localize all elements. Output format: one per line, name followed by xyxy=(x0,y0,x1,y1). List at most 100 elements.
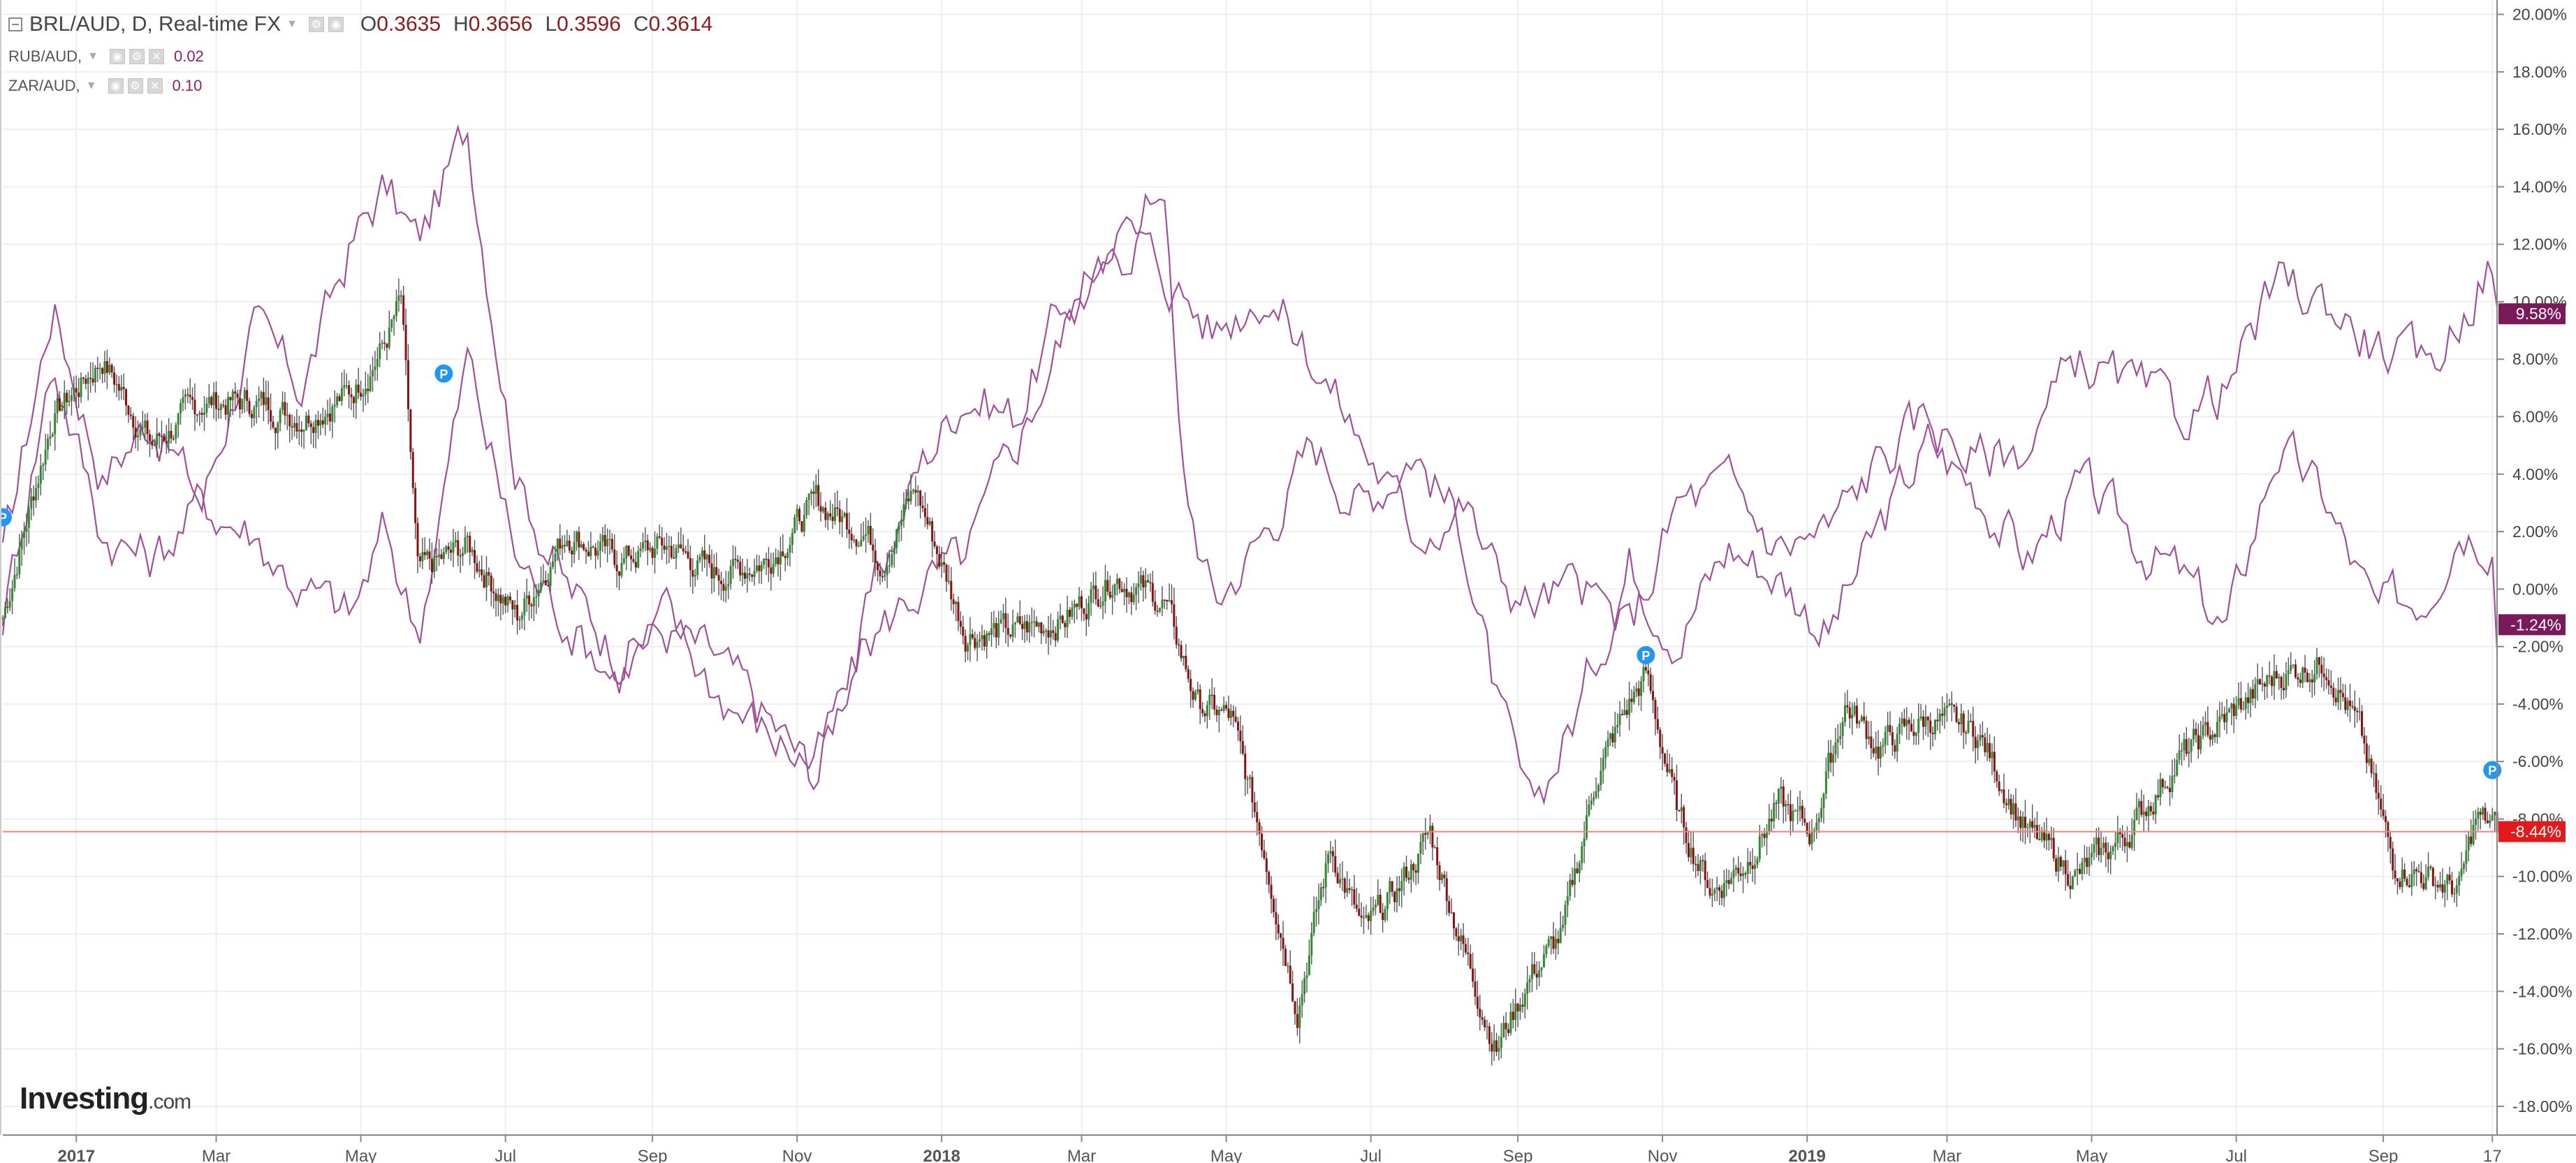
candle-body[interactable] xyxy=(1611,733,1614,743)
candle-body[interactable] xyxy=(1123,588,1126,592)
candle-body[interactable] xyxy=(1620,714,1623,715)
candle-body[interactable] xyxy=(2337,689,2340,703)
candle-body[interactable] xyxy=(345,385,348,387)
candle-body[interactable] xyxy=(1412,864,1415,870)
candle-body[interactable] xyxy=(2064,860,2067,875)
candle-body[interactable] xyxy=(571,550,573,555)
candle-body[interactable] xyxy=(1945,705,1948,708)
candle-body[interactable] xyxy=(156,433,159,445)
candle-body[interactable] xyxy=(267,397,270,411)
candle-body[interactable] xyxy=(490,576,492,592)
candle-body[interactable] xyxy=(383,342,386,344)
candle-body[interactable] xyxy=(722,584,725,591)
candle-body[interactable] xyxy=(2453,893,2456,895)
candle-body[interactable] xyxy=(2465,850,2468,864)
candle-body[interactable] xyxy=(661,537,664,546)
candle-body[interactable] xyxy=(1104,580,1106,602)
candle-body[interactable] xyxy=(350,394,353,397)
candle-body[interactable] xyxy=(184,394,186,397)
candle-body[interactable] xyxy=(1258,822,1261,834)
candle-body[interactable] xyxy=(1934,719,1937,735)
candle-body[interactable] xyxy=(1479,1009,1481,1018)
candle-body[interactable] xyxy=(583,544,585,550)
candle-body[interactable] xyxy=(833,507,836,521)
candle-body[interactable] xyxy=(1021,624,1024,629)
candle-body[interactable] xyxy=(1467,952,1470,954)
candle-body[interactable] xyxy=(2232,703,2235,717)
candle-body[interactable] xyxy=(379,343,381,359)
candle-body[interactable] xyxy=(1673,777,1676,781)
candle-body[interactable] xyxy=(1076,604,1078,607)
candle-body[interactable] xyxy=(381,342,383,344)
candle-body[interactable] xyxy=(869,525,872,545)
candle-body[interactable] xyxy=(1552,936,1555,949)
candle-body[interactable] xyxy=(1469,953,1472,969)
candle-body[interactable] xyxy=(710,563,713,579)
candle-body[interactable] xyxy=(2306,673,2308,682)
candle-body[interactable] xyxy=(1777,789,1780,804)
candle-body[interactable] xyxy=(1237,722,1240,731)
candle-body[interactable] xyxy=(1421,833,1424,842)
candle-body[interactable] xyxy=(219,404,222,410)
candle-body[interactable] xyxy=(829,513,832,517)
candle-body[interactable] xyxy=(35,488,38,501)
candle-body[interactable] xyxy=(2271,676,2274,687)
candle-body[interactable] xyxy=(1149,582,1152,584)
candle-body[interactable] xyxy=(1009,634,1012,637)
candle-body[interactable] xyxy=(928,521,931,525)
candle-body[interactable] xyxy=(508,596,511,601)
candle-body[interactable] xyxy=(1498,1048,1500,1052)
candle-body[interactable] xyxy=(1623,710,1626,715)
candle-body[interactable] xyxy=(712,566,715,579)
candle-body[interactable] xyxy=(1464,944,1467,953)
candle-body[interactable] xyxy=(1431,826,1434,848)
candle-body[interactable] xyxy=(80,377,82,397)
candle-body[interactable] xyxy=(2278,677,2281,679)
candle-body[interactable] xyxy=(817,485,820,506)
candle-body[interactable] xyxy=(226,397,229,415)
candle-body[interactable] xyxy=(1746,861,1749,875)
candle-body[interactable] xyxy=(1296,1014,1298,1028)
candle-body[interactable] xyxy=(395,300,397,316)
candle-body[interactable] xyxy=(250,414,253,418)
candle-body[interactable] xyxy=(1064,622,1067,627)
candle-body[interactable] xyxy=(2299,679,2301,683)
candle-body[interactable] xyxy=(1732,870,1735,878)
candle-body[interactable] xyxy=(687,551,689,558)
candle-body[interactable] xyxy=(2204,722,2207,726)
candle-body[interactable] xyxy=(1734,868,1737,870)
candle-body[interactable] xyxy=(580,544,583,548)
candle-body[interactable] xyxy=(2112,847,2114,851)
candle-body[interactable] xyxy=(518,619,521,621)
candle-body[interactable] xyxy=(997,623,1000,638)
candle-body[interactable] xyxy=(1443,874,1446,879)
candle-body[interactable] xyxy=(855,539,858,547)
candle-body[interactable] xyxy=(606,539,609,547)
candle-body[interactable] xyxy=(1820,807,1823,819)
candle-body[interactable] xyxy=(302,430,305,432)
candle-body[interactable] xyxy=(2024,817,2026,828)
candle-body[interactable] xyxy=(969,634,972,645)
candle-body[interactable] xyxy=(2399,881,2401,888)
candle-body[interactable] xyxy=(374,366,376,370)
candle-body[interactable] xyxy=(2135,807,2138,821)
candle-body[interactable] xyxy=(2356,710,2359,712)
candle-body[interactable] xyxy=(3,606,6,618)
candle-body[interactable] xyxy=(784,556,786,558)
candle-body[interactable] xyxy=(1659,729,1662,747)
candle-body[interactable] xyxy=(1739,873,1742,876)
candle-body[interactable] xyxy=(1858,722,1861,724)
candle-body[interactable] xyxy=(1855,705,1858,724)
candle-body[interactable] xyxy=(921,505,924,509)
candle-body[interactable] xyxy=(853,539,856,541)
candle-body[interactable] xyxy=(141,427,144,430)
candle-body[interactable] xyxy=(1535,973,1538,978)
candle-body[interactable] xyxy=(1960,713,1963,724)
candle-body[interactable] xyxy=(15,574,18,576)
candle-body[interactable] xyxy=(1092,585,1095,590)
candle-body[interactable] xyxy=(2392,848,2394,871)
candle-body[interactable] xyxy=(175,425,177,439)
candle-body[interactable] xyxy=(2472,824,2475,844)
candle-body[interactable] xyxy=(2012,803,2015,815)
candle-body[interactable] xyxy=(2211,734,2214,740)
